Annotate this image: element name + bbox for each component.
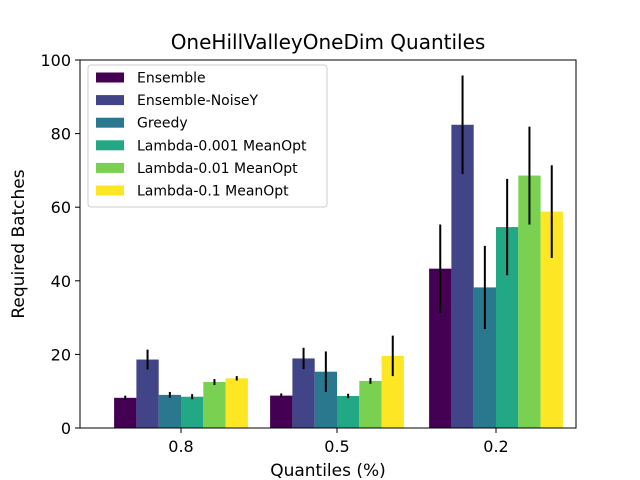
legend-swatch [96,95,124,106]
legend-swatch [96,185,124,196]
legend-entry-label: Greedy [137,116,188,132]
legend-entry-label: Lambda-0.01 MeanOpt [137,161,298,177]
bar-greedy-0.8 [158,394,181,428]
x-axis-label: Quantiles (%) [270,461,386,480]
legend-swatch [96,72,124,83]
bar-lambda-0-01-meanopt-0.5 [359,380,382,428]
legend-swatch [96,140,124,151]
legend-entry-label: Ensemble [137,71,206,87]
bar-greedy-0.2 [473,287,496,428]
bar-ensemble-noisey-0.2 [451,124,474,429]
legend-swatch [96,117,124,128]
bar-greedy-0.5 [314,371,337,428]
y-axis-label: Required Batches [9,169,29,318]
legend-entry-label: Ensemble-NoiseY [137,93,259,109]
x-tick-label: 0.2 [483,437,508,456]
y-tick-label: 20 [51,345,71,364]
bar-ensemble-0.5 [270,395,293,428]
bar-ensemble-noisey-0.8 [136,359,159,428]
bar-lambda-0-1-meanopt-0.8 [225,378,248,428]
bar-lambda-0-01-meanopt-0.8 [203,382,226,428]
x-tick-label: 0.8 [168,437,193,456]
chart-title: OneHillValleyOneDim Quantiles [171,30,486,54]
y-tick-label: 0 [61,419,71,438]
legend-entry-label: Lambda-0.001 MeanOpt [137,138,307,154]
bar-lambda-0-001-meanopt-0.2 [496,227,519,428]
legend: Ensemble Ensemble-NoiseY Greedy Lambda-0.00… [87,64,328,208]
bar-lambda-0-001-meanopt-0.8 [181,396,204,428]
y-tick-label: 100 [40,51,71,70]
legend-frame [87,64,328,208]
legend-swatch [96,162,124,173]
bar-lambda-0-1-meanopt-0.2 [540,211,563,428]
x-tick-label: 0.5 [324,437,349,456]
bar-lambda-0-001-meanopt-0.5 [337,395,360,428]
y-tick-label: 40 [51,272,71,291]
x-axis: 0.8 0.5 0.2 [168,428,509,456]
bar-lambda-0-01-meanopt-0.2 [518,175,541,428]
bars-layer [114,124,563,429]
legend-entry-label: Lambda-0.1 MeanOpt [137,184,289,200]
bar-lambda-0-1-meanopt-0.5 [381,355,404,428]
plot-frame [79,59,577,429]
bar-ensemble-0.2 [429,268,452,428]
bar-ensemble-0.8 [114,397,137,428]
bar-ensemble-noisey-0.5 [292,358,315,428]
y-axis: 0 20 40 60 80 100 [40,51,80,438]
y-tick-label: 60 [51,198,71,217]
y-tick-label: 80 [51,125,71,144]
error-bars-layer [124,75,553,401]
